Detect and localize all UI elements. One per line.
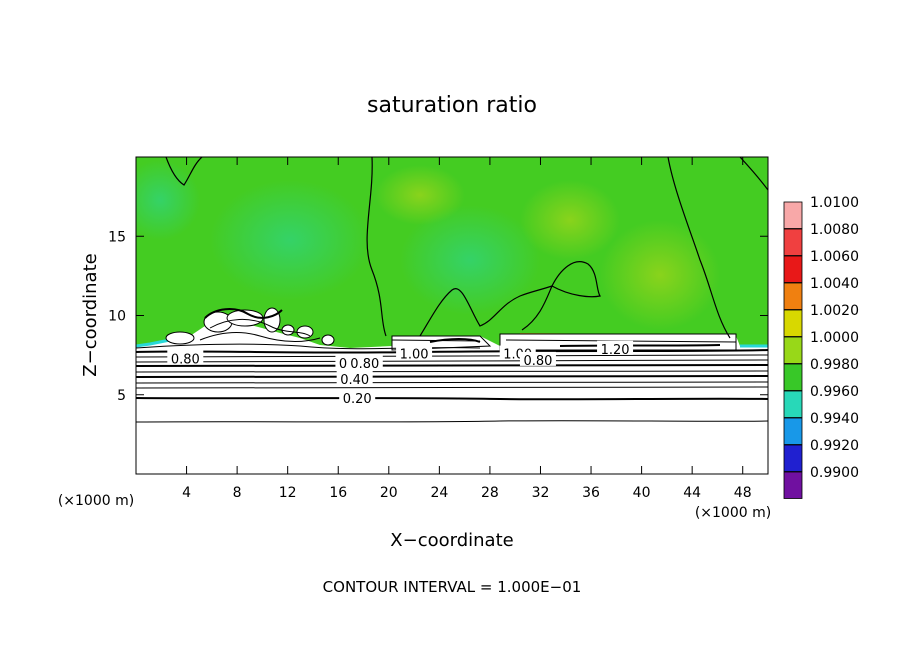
contour-label-bg [339,389,376,404]
colorbar-label: 0.9940 [810,411,859,427]
colorbar-swatch [783,309,803,337]
plot-area [136,157,768,474]
x-tick-label: 44 [683,485,701,501]
contour-label-group: 0.20 [339,389,376,407]
x-tick-label: 20 [380,485,398,501]
x-tick-label: 24 [430,485,448,501]
field-blob-yellow-2 [520,180,620,260]
contour-label: 0.80 [350,357,379,372]
y-tick-label: 10 [108,309,126,325]
x-unit-label: (×1000 m) [695,505,771,521]
colorbar-label: 0.9980 [810,357,859,373]
field-blob-yellow-3 [375,165,465,225]
contour-interval-note: CONTOUR INTERVAL = 1.000E−01 [323,578,582,596]
x-tick-label: 48 [734,485,752,501]
y-axis: 5 10 15 [108,229,768,404]
contour-label-bg [597,340,634,355]
x-tick-label: 32 [532,485,550,501]
contour-label-bg [336,370,373,385]
contour-label-group: 1.00 [396,345,433,363]
colorbar-swatch [783,282,803,310]
contour-label: 0.80 [523,354,552,369]
x-tick-label: 40 [633,485,651,501]
colorbar-swatch [783,201,803,229]
x-tick-label: 16 [329,485,347,501]
x-axis: 4 8 12 16 20 24 28 32 36 40 44 48 [182,157,752,501]
contour-label: 1.20 [601,343,630,358]
field-blob-cyan-3 [136,160,200,240]
colorbar-label: 0.9920 [810,438,859,454]
colorbar-swatch [783,336,803,364]
colorbar-swatch [783,363,803,391]
y-tick-label: 5 [117,388,126,404]
colorbar-swatch [783,255,803,283]
x-tick-label: 4 [182,485,191,501]
colorbar-swatch [783,444,803,472]
contour-label: 0.40 [340,373,369,388]
colorbar-label: 1.0080 [810,222,859,238]
field-blob-yellow-1 [600,220,720,330]
y-tick-label: 15 [108,229,126,245]
x-tick-label: 8 [233,485,242,501]
colorbar-swatch [783,417,803,445]
contour-label-bg [346,355,383,370]
contour-label-bg [519,351,556,366]
colorbar-swatch [783,390,803,418]
colorbar-label: 1.0040 [810,276,859,292]
contour-label-group: 0.80 [346,355,383,372]
contour-label-bg [396,345,433,360]
colorbar-label: 1.0060 [810,249,859,265]
contour-label-group: 0.80 [167,350,204,367]
colorbar-label: 1.0100 [810,195,859,211]
contour-label-group: 0.40 [336,370,373,388]
y-axis-title: Z−coordinate [80,253,101,376]
contour-label: 0.80 [171,352,200,367]
x-axis-title: X−coordinate [390,530,513,551]
colorbar-label: 0.9960 [810,384,859,400]
chart-title: saturation ratio [367,93,537,118]
colorbar-swatch [783,471,803,499]
contour-label-group: 1.20 [597,340,634,358]
colorbar-label: 0.9900 [810,465,859,481]
contour-label: 0.20 [343,392,372,407]
x-tick-label: 12 [279,485,297,501]
field-blob-cyan-2 [400,205,540,315]
y-unit-label: (×1000 m) [58,493,134,509]
contour-label-bg [167,350,204,365]
contour-label-group: 0.80 [519,351,556,369]
colorbar-label: 1.0000 [810,330,859,346]
colorbar: 1.0100 1.0080 1.0060 1.0040 1.0020 1.0000 0.99… [783,195,859,499]
field-blob-cyan-1 [210,180,370,300]
contour-label: 1.00 [400,348,429,363]
colorbar-label: 1.0020 [810,303,859,319]
contour-labels: 0.200.400.600.800.801.001.000.801.20 [167,340,634,407]
colorbar-swatch [783,228,803,256]
x-tick-label: 28 [481,485,499,501]
x-tick-label: 36 [582,485,600,501]
